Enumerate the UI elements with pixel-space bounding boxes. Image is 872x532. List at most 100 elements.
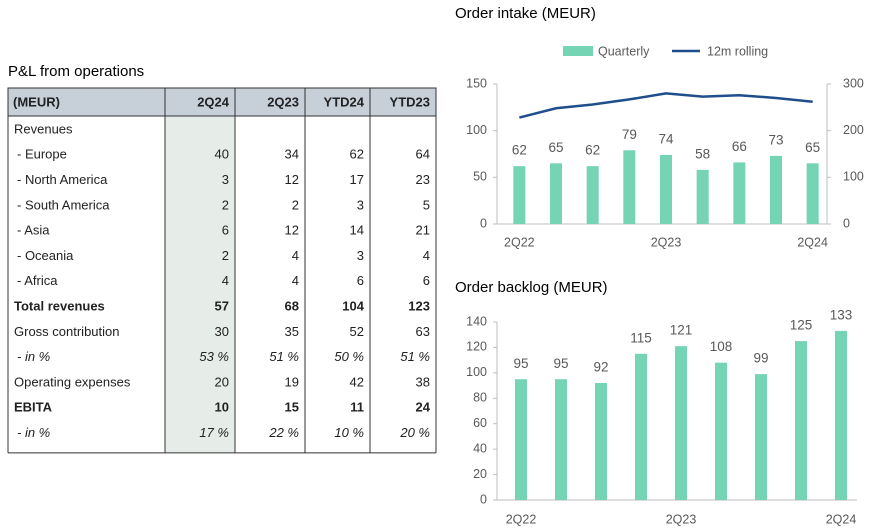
row-label: - South America [17,197,110,212]
row-label: - North America [17,172,108,187]
value-label: 79 [622,127,637,142]
cell: 12 [285,172,299,187]
value-label: 115 [630,330,652,345]
x-tick-label: 2Q23 [651,235,682,249]
value-label: 65 [548,140,563,155]
cell: 104 [342,299,364,314]
cell: 68 [285,299,299,314]
legend-swatch [563,46,593,56]
cell: 51 % [269,349,299,364]
value-label: 95 [553,356,568,371]
cell: 10 % [334,425,364,440]
cell: 12 [285,223,299,238]
header-cell: YTD24 [324,94,365,109]
x-tick-label: 2Q22 [504,235,535,249]
cell: 53 % [199,349,229,364]
value-label: 108 [710,339,733,354]
cell: 64 [416,147,430,162]
cell: 3 [357,197,364,212]
row-label: Gross contribution [14,324,120,339]
cell: 57 [215,299,229,314]
bar [555,379,567,500]
cell: 17 % [199,425,229,440]
header-cell: (MEUR) [13,94,60,109]
y-tick-label: 120 [466,340,487,354]
bar [660,154,672,224]
y-tick-label: 0 [480,216,487,230]
line-series [519,92,813,119]
y-tick-label: 20 [473,467,487,481]
cell: 22 % [268,425,299,440]
bar [770,155,782,224]
cell: 2 [222,248,229,263]
cell: 24 [416,400,431,415]
y-tick-label: 50 [473,170,487,184]
cell: 3 [222,172,229,187]
bar [515,379,527,500]
cell: 2 [292,197,299,212]
row-label: EBITA [14,400,53,415]
y2-tick-label: 300 [843,76,864,90]
table-header [7,87,437,117]
cell: 10 [215,400,229,415]
y2-tick-label: 200 [843,123,864,137]
cell: 123 [408,299,430,314]
value-label: 58 [695,146,710,161]
value-label: 95 [513,356,528,371]
row-label: - Africa [17,273,58,288]
cell: 21 [416,223,430,238]
row-label: - in % [17,349,50,364]
cell: 35 [285,324,299,339]
bar [795,341,807,500]
cell: 4 [423,248,430,263]
row-label: - Asia [17,223,50,238]
y-tick-label: 100 [466,123,487,137]
bar [696,169,709,224]
highlight-column [165,116,235,453]
chart-title: Order intake (MEUR) [455,5,596,22]
cell: 4 [292,248,299,263]
cell: 14 [350,223,364,238]
value-label: 73 [768,132,783,147]
bar [623,150,636,224]
value-label: 74 [658,131,674,146]
bar [835,330,847,500]
value-label: 133 [830,307,853,322]
y-tick-label: 100 [466,365,487,379]
cell: 23 [416,172,430,187]
row-label: Total revenues [14,299,105,314]
bar [586,166,599,224]
bar [513,166,526,224]
value-label: 125 [790,318,813,333]
x-tick-label: 2Q23 [666,512,697,526]
cell: 42 [350,374,364,389]
header-cell: 2Q24 [197,94,230,109]
cell: 4 [292,273,299,288]
header-cell: 2Q23 [267,94,299,109]
legend-label: 12m rolling [707,44,768,58]
row-label: Operating expenses [14,374,131,389]
y-tick-label: 80 [473,391,487,405]
cell: 62 [350,147,364,162]
y-tick-label: 60 [473,416,487,430]
x-tick-label: 2Q22 [506,512,537,526]
cell: 2 [222,197,229,212]
cell: 51 % [400,349,430,364]
cell: 20 [215,374,229,389]
cell: 6 [357,273,364,288]
header-cell: YTD23 [390,94,430,109]
row-label: - Europe [17,147,67,162]
cell: 4 [222,273,229,288]
cell: 3 [357,248,364,263]
cell: 50 % [334,349,364,364]
cell: 5 [423,197,430,212]
cell: 19 [285,374,299,389]
x-tick-label: 2Q24 [826,512,857,526]
cell: 40 [215,147,229,162]
value-label: 66 [732,139,747,154]
cell: 38 [416,374,430,389]
chart-title: Order backlog (MEUR) [455,279,608,296]
value-label: 99 [753,351,768,366]
